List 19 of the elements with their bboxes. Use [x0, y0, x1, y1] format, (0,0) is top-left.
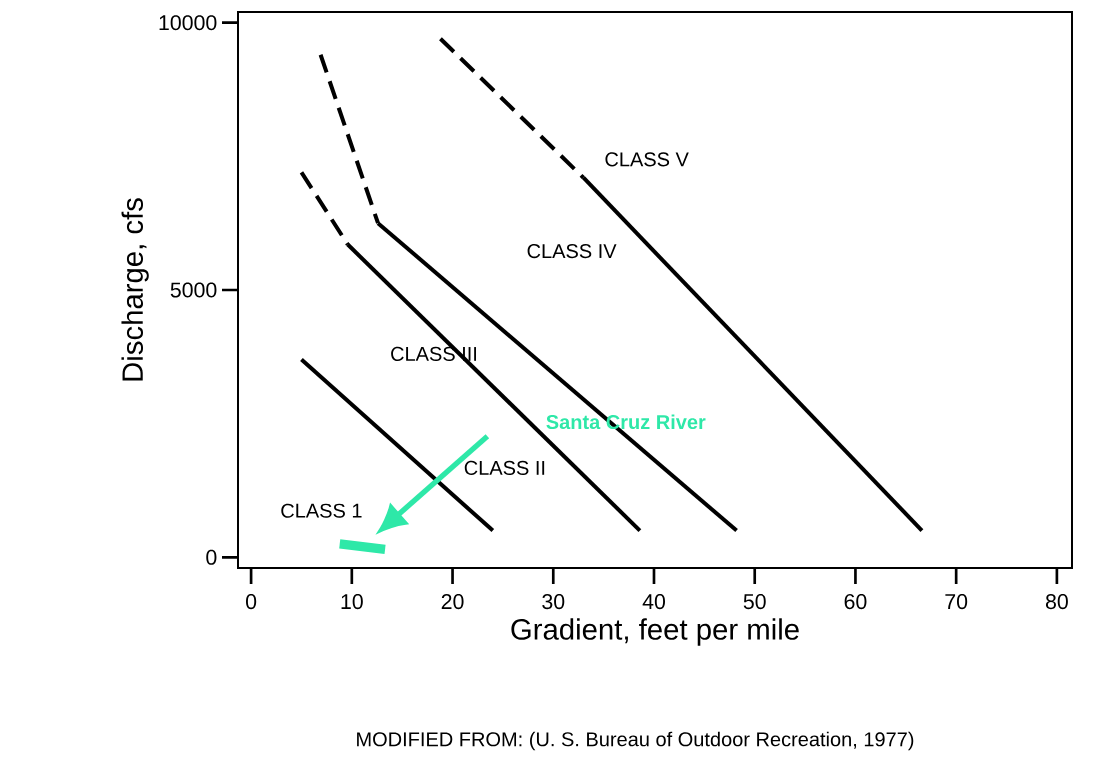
y-tick-label: 10000: [159, 15, 217, 31]
x-tick-label: 0: [246, 594, 257, 610]
x-tick-label: 40: [642, 594, 666, 610]
x-axis-title: Gradient, feet per mile: [511, 618, 799, 646]
y-axis-title: Discharge, cfs: [121, 198, 149, 381]
annotation: CLASS IV: [527, 243, 617, 259]
x-tick-label: 60: [844, 594, 867, 610]
y-tick-label: 0: [206, 549, 217, 565]
x-tick-label: 20: [441, 594, 464, 610]
annotation: CLASS II: [464, 460, 545, 475]
x-tick-label: 70: [945, 594, 968, 610]
annotation: CLASS 1: [281, 503, 362, 518]
x-tick-label: 50: [743, 594, 766, 610]
x-tick-label: 10: [341, 594, 363, 610]
y-tick-label: 5000: [170, 282, 217, 298]
annotation: CLASS V: [605, 152, 689, 167]
x-tick-label: 80: [1045, 594, 1068, 610]
x-tick-label: 30: [542, 594, 565, 610]
text: MODIFIED FROM: (U. S. Bureau of Outdoor Recreation, 1977): [357, 731, 914, 751]
